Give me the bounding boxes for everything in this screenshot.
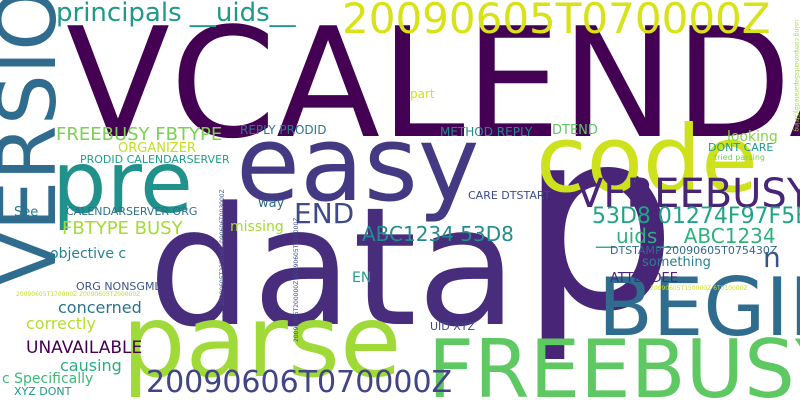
- word-method-reply: METHOD REPLY: [440, 125, 533, 139]
- word-n: n: [763, 241, 781, 274]
- word-principals-uids: principals __uids__: [56, 0, 296, 28]
- word-abc1234-53d8: ABC1234 53D8: [362, 222, 514, 246]
- word-reply-prodid: REPLY PRODID: [240, 123, 327, 137]
- word-uid-xyz: UID XYZ: [430, 320, 476, 333]
- word-part: part: [410, 87, 435, 101]
- word-begin: BEGIN: [598, 261, 800, 354]
- word-way: way: [258, 196, 285, 211]
- word-using-componentsseparatedbystring: using componentsSeparatedByString: [793, 20, 800, 132]
- word-pre: pre: [52, 133, 193, 233]
- word-dont-care: DONT CARE: [708, 141, 774, 154]
- word-c-specifically: c Specifically: [2, 371, 94, 387]
- word-freebusy: FREEBUSY: [428, 323, 800, 400]
- word-fbtype-busy: FBTYPE BUSY: [62, 218, 183, 239]
- word-53d8-01274f97f5e1: 53D8 01274F97F5E1: [592, 204, 800, 229]
- word-vfreebusy: VFREEBUSY: [576, 171, 800, 217]
- word-dtend: DTEND: [552, 123, 598, 138]
- word-prodid-calendarserver: PRODID CALENDARSERVER: [80, 153, 230, 166]
- word-missing: missing: [230, 219, 284, 235]
- word-p: p: [519, 75, 678, 366]
- word-unavailable: UNAVAILABLE: [26, 338, 143, 358]
- word-concerned: concerned: [58, 298, 142, 317]
- word-20090605t223000z-090606t003000z: 20090605T223000Z 090606T003000Z: [219, 189, 226, 306]
- word-calendarserver-org: CALENDARSERVER ORG: [66, 205, 198, 218]
- word-data: data: [148, 172, 518, 363]
- word-20090605t150000z-6t010000z: 20090605T150000Z 6T010000Z: [650, 285, 748, 292]
- word-vcalendar: VCALENDAR: [66, 0, 800, 172]
- word-objective-c: objective c: [50, 246, 127, 262]
- word-see: See: [14, 205, 39, 220]
- word-en: EN: [352, 270, 372, 286]
- word-20090605t200000z-20090605t223000z: 20090605T200000Z 20090605T223000Z: [293, 217, 300, 342]
- word-easy: easy: [236, 103, 480, 225]
- word-looking: looking: [727, 129, 778, 145]
- word-end: END: [294, 197, 355, 230]
- word-tried-parsing: tried parsing: [714, 153, 765, 162]
- word-20090605t170000z-20090605t200000z: 20090605T170000Z 20090605T200000Z: [16, 291, 141, 298]
- word-uids-abc1234: __uids__ ABC1234: [596, 224, 776, 248]
- word-care-dtstart: CARE DTSTART: [468, 189, 551, 202]
- word-correctly: correctly: [26, 314, 96, 333]
- word-code: code: [536, 106, 758, 213]
- word-parse: parse: [122, 283, 402, 400]
- word-xyz-dont: XYZ DONT: [14, 385, 72, 398]
- word-org-nonsgml: ORG NONSGML: [76, 280, 161, 293]
- word-attendee: ATTENDEE: [610, 271, 678, 286]
- word-organizer: ORGANIZER: [118, 141, 196, 156]
- word-dtstamp: DTSTAMP 20090605T075430Z: [610, 244, 778, 257]
- word-freebusy-fbtype: FREEBUSY FBTYPE: [56, 124, 223, 145]
- word-causing: causing: [60, 356, 122, 375]
- word-something: something: [642, 255, 711, 270]
- word-20090606t070000z: 20090606T070000Z: [146, 365, 453, 400]
- word-20090605t070000z: 20090605T070000Z: [342, 0, 771, 43]
